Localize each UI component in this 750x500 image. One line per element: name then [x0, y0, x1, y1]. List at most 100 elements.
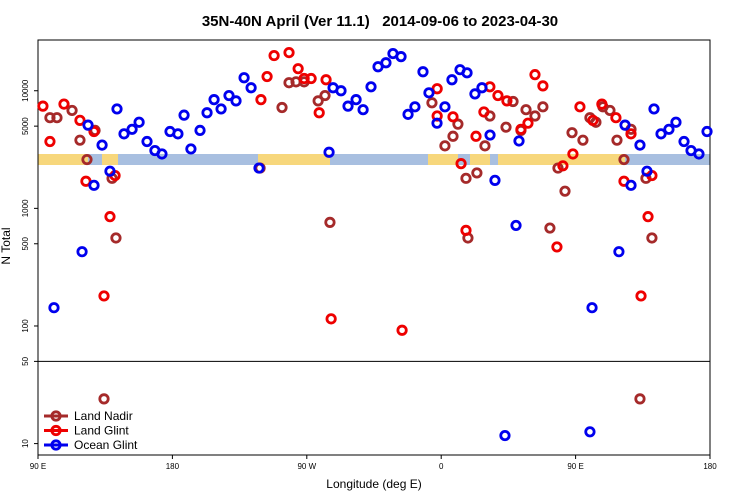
point [283, 46, 295, 59]
point [431, 83, 443, 95]
point [479, 140, 491, 152]
legend-marker [50, 439, 62, 451]
point [471, 167, 483, 179]
y-tick-label: 10 [21, 439, 30, 448]
point [641, 165, 653, 177]
point [655, 128, 667, 140]
point [610, 112, 622, 124]
point [529, 110, 541, 122]
y-tick-label: 100 [21, 319, 30, 333]
point [185, 143, 197, 155]
y-axis-label: N Total [0, 227, 13, 264]
point [312, 95, 324, 107]
legend-marker [50, 424, 62, 437]
point [515, 123, 527, 135]
point [156, 148, 168, 160]
point [478, 106, 490, 118]
point [74, 134, 86, 146]
point [313, 107, 325, 119]
point [223, 89, 235, 102]
point [455, 158, 467, 170]
x-tick-label: 180 [166, 462, 180, 471]
point [82, 119, 94, 131]
point [476, 82, 488, 94]
point [452, 118, 464, 130]
point [618, 153, 630, 166]
x-tick-label: 180 [703, 462, 717, 471]
x-tick-label: 0 [439, 462, 444, 471]
x-tick-label: 90 E [567, 462, 583, 471]
point [461, 67, 473, 79]
point [596, 98, 608, 110]
point [513, 135, 525, 147]
point [98, 290, 110, 302]
point [245, 82, 257, 94]
point [446, 74, 458, 86]
point [460, 224, 472, 236]
point [276, 101, 288, 114]
y-tick-label: 5000 [21, 117, 30, 135]
point [178, 109, 190, 121]
point [255, 94, 267, 106]
point [417, 66, 429, 78]
point [613, 246, 625, 258]
chart-title: 35N-40N April (Ver 11.1) 2014-09-06 to 2… [202, 13, 558, 30]
point [520, 104, 532, 116]
point [544, 222, 556, 234]
point [423, 87, 435, 99]
point [81, 153, 93, 166]
point [96, 139, 108, 151]
plot-frame [37, 39, 711, 456]
point [500, 121, 512, 133]
y-tick-label: 1000 [21, 199, 30, 217]
point [51, 112, 63, 124]
land-strip [258, 154, 330, 165]
point [37, 100, 49, 112]
legend-label: Land Nadir [74, 409, 133, 423]
point [48, 302, 60, 314]
point [559, 185, 571, 197]
point [663, 123, 675, 135]
point [529, 69, 541, 81]
point [574, 101, 586, 113]
ocean-strip [490, 154, 498, 165]
point [625, 128, 637, 140]
point [551, 241, 563, 253]
point [567, 148, 579, 160]
point [172, 128, 184, 140]
point [319, 89, 331, 102]
point [557, 160, 569, 172]
point [395, 51, 407, 63]
point [604, 104, 616, 117]
point [230, 95, 242, 107]
point [499, 429, 511, 442]
point [350, 94, 362, 106]
point [439, 140, 451, 152]
point [208, 94, 220, 106]
point [507, 95, 519, 108]
legend-label: Ocean Glint [74, 438, 138, 452]
point [58, 98, 70, 110]
point [409, 101, 421, 113]
point [118, 128, 130, 140]
point [646, 232, 658, 244]
point [460, 172, 472, 184]
point [365, 81, 377, 93]
y-tick-label: 10000 [21, 79, 30, 102]
point [431, 117, 443, 129]
point [584, 426, 596, 438]
point [586, 302, 598, 314]
land-strip [428, 154, 458, 165]
point [305, 72, 317, 85]
point [619, 119, 631, 131]
point [104, 211, 116, 223]
point [587, 114, 599, 126]
point [678, 135, 690, 148]
point [469, 88, 481, 100]
point [342, 100, 354, 112]
point [447, 130, 459, 142]
point [670, 116, 682, 128]
point [447, 111, 459, 123]
point [44, 135, 56, 148]
point [111, 103, 123, 115]
